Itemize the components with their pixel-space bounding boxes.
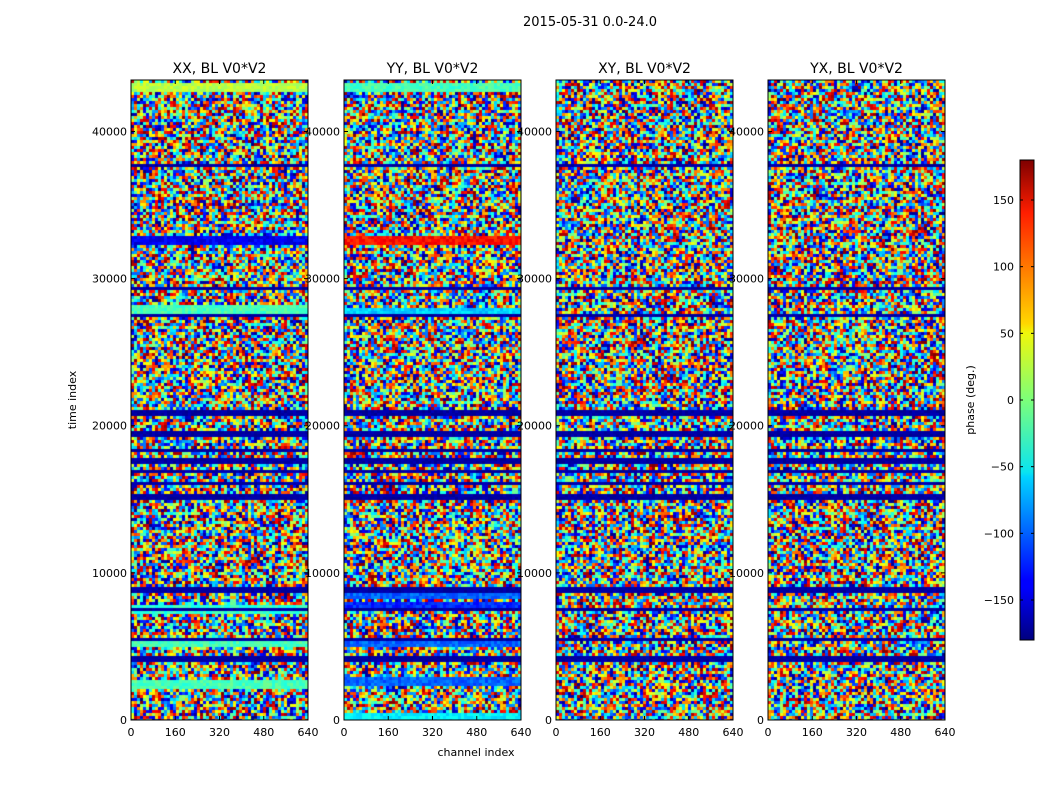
panels: XX, BL V0*V2 0 160 320 480 640 0 10000 20000 3000… [92, 61, 956, 739]
x-tick-label: 480 [678, 726, 699, 739]
x-tick-label: 480 [890, 726, 911, 739]
y-tick-label: 30000 [729, 273, 764, 286]
x-tick-label: 480 [253, 726, 274, 739]
x-tick-label: 160 [590, 726, 611, 739]
y-tick-label: 10000 [517, 567, 552, 580]
x-tick-label: 320 [422, 726, 443, 739]
x-tick-label: 0 [553, 726, 560, 739]
y-tick-label: 0 [333, 714, 340, 727]
y-tick-label: 0 [545, 714, 552, 727]
phase-heatmap [768, 80, 945, 720]
colorbar-tick-label: 50 [1000, 327, 1014, 340]
y-tick-label: 0 [120, 714, 127, 727]
x-tick-label: 480 [466, 726, 487, 739]
x-tick-label: 0 [128, 726, 135, 739]
panel: YY, BL V0*V2 0 160 320 480 640 0 10000 20000 3000… [305, 61, 532, 739]
panel-title: XY, BL V0*V2 [598, 61, 691, 77]
panel-title: YY, BL V0*V2 [386, 61, 479, 77]
panel-title: YX, BL V0*V2 [809, 61, 903, 77]
phase-heatmap [131, 80, 308, 720]
y-tick-label: 20000 [517, 420, 552, 433]
colorbar-tick-label: −150 [984, 594, 1014, 607]
x-tick-label: 320 [846, 726, 867, 739]
x-axis-label: channel index [437, 746, 515, 759]
x-tick-label: 160 [378, 726, 399, 739]
y-tick-label: 20000 [305, 420, 340, 433]
y-tick-label: 20000 [729, 420, 764, 433]
y-tick-label: 20000 [92, 420, 127, 433]
phase-heatmap [344, 80, 521, 720]
x-tick-label: 640 [511, 726, 532, 739]
y-tick-label: 30000 [305, 273, 340, 286]
x-tick-label: 0 [341, 726, 348, 739]
phase-heatmap [556, 80, 733, 720]
x-tick-label: 160 [802, 726, 823, 739]
colorbar-tick-label: 0 [1007, 394, 1014, 407]
x-tick-label: 320 [634, 726, 655, 739]
y-tick-label: 10000 [729, 567, 764, 580]
y-tick-label: 10000 [92, 567, 127, 580]
colorbar-tick-label: −50 [991, 461, 1014, 474]
x-tick-label: 320 [209, 726, 230, 739]
y-tick-label: 40000 [517, 125, 552, 138]
figure-title: 2015-05-31 0.0-24.0 [523, 15, 657, 30]
y-tick-label: 40000 [729, 125, 764, 138]
y-tick-label: 40000 [305, 125, 340, 138]
y-tick-label: 10000 [305, 567, 340, 580]
colorbar: 150 100 50 0 −50 −100 −150 phase (deg.) [964, 159, 1035, 641]
panel: XY, BL V0*V2 0 160 320 480 640 0 10000 20000 3000… [517, 61, 744, 739]
y-tick-label: 30000 [517, 273, 552, 286]
colorbar-tick-label: 100 [993, 261, 1014, 274]
x-tick-label: 640 [723, 726, 744, 739]
x-tick-label: 0 [765, 726, 772, 739]
y-axis-label: time index [66, 370, 79, 429]
y-tick-label: 40000 [92, 125, 127, 138]
colorbar-ticks: 150 100 50 0 −50 −100 −150 [984, 194, 1034, 607]
panel: YX, BL V0*V2 0 160 320 480 640 0 10000 20000 3000… [729, 61, 956, 739]
colorbar-tick-label: 150 [993, 194, 1014, 207]
y-tick-label: 30000 [92, 273, 127, 286]
colorbar-tick-label: −100 [984, 527, 1014, 540]
x-tick-label: 640 [298, 726, 319, 739]
colorbar-label: phase (deg.) [964, 365, 977, 435]
x-tick-label: 160 [165, 726, 186, 739]
y-tick-label: 0 [757, 714, 764, 727]
x-tick-label: 640 [935, 726, 956, 739]
panel-title: XX, BL V0*V2 [173, 61, 267, 77]
panel: XX, BL V0*V2 0 160 320 480 640 0 10000 20000 3000… [92, 61, 319, 739]
